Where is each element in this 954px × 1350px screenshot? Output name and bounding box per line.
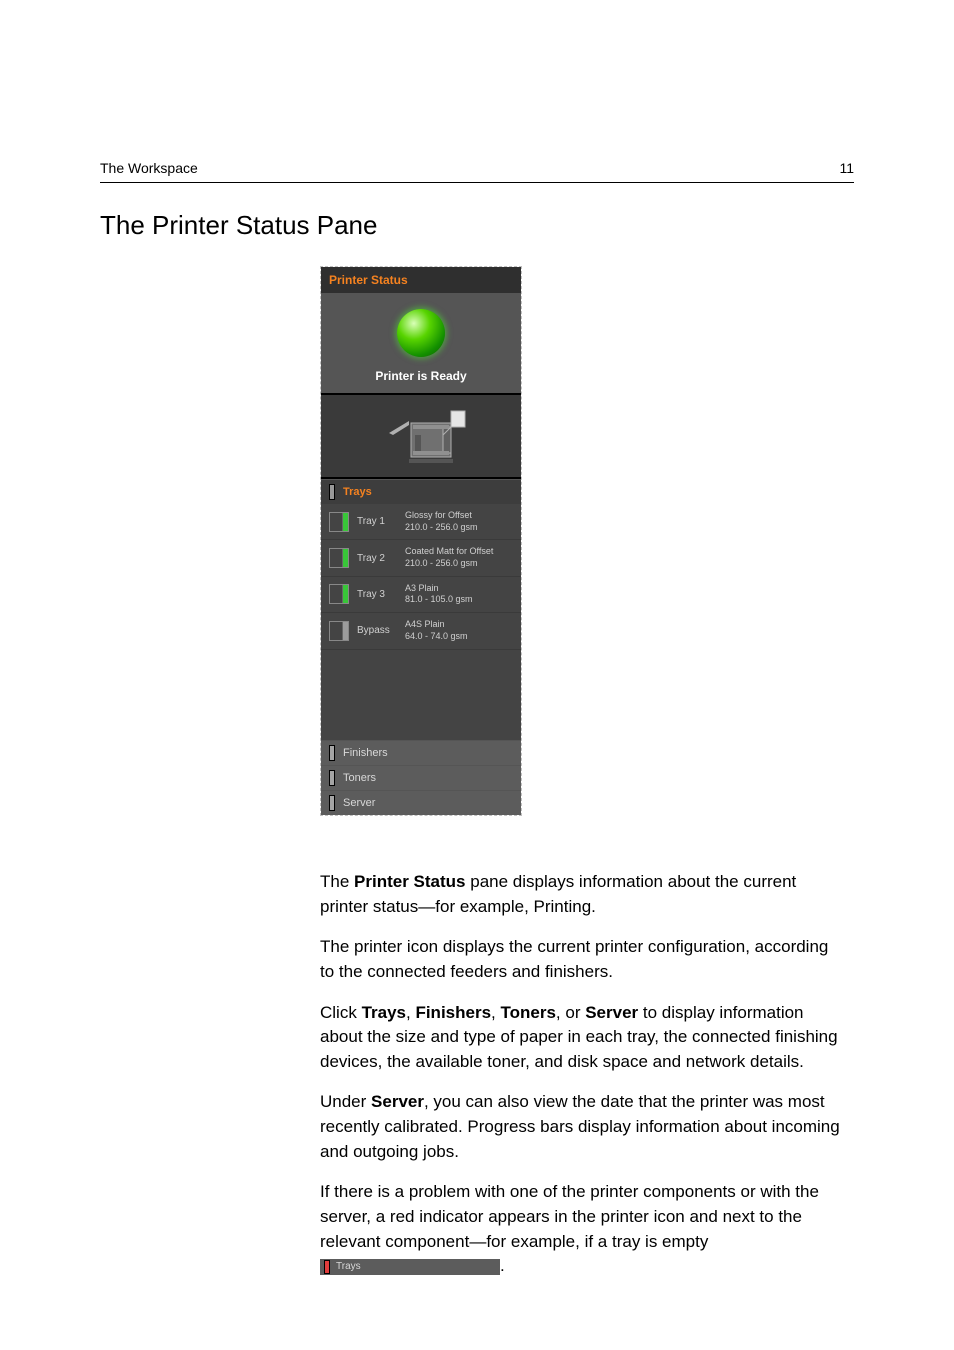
tray-name: Tray 3 [357,589,405,600]
paragraph: The printer icon displays the current pr… [320,935,844,984]
tray-desc: A3 Plain 81.0 - 105.0 gsm [405,583,513,606]
tab-toners[interactable]: Toners [321,765,521,790]
section-heading: The Printer Status Pane [100,210,377,241]
pane-title: Printer Status [321,267,521,293]
tab-indicator-icon [329,484,335,500]
body-text: The Printer Status pane displays informa… [320,870,844,1295]
tray-row[interactable]: Bypass A4S Plain 64.0 - 74.0 gsm [321,613,521,649]
tray-level-icon [329,548,349,568]
ui-term: Server [585,1003,638,1022]
tab-indicator-icon [329,795,335,811]
paragraph: Click Trays, Finishers, Toners, or Serve… [320,1001,844,1075]
tab-indicator-icon [329,745,335,761]
status-card: Printer is Ready [321,293,521,393]
tray-desc: Coated Matt for Offset 210.0 - 256.0 gsm [405,546,513,569]
tray-desc: Glossy for Offset 210.0 - 256.0 gsm [405,510,513,533]
status-text: Printer is Ready [375,369,466,383]
ui-term: Trays [362,1003,406,1022]
tray-desc: A4S Plain 64.0 - 74.0 gsm [405,619,513,642]
tab-finishers[interactable]: Finishers [321,740,521,765]
printer-status-pane: Printer Status Printer is Ready Trays [320,266,522,816]
tray-name: Tray 2 [357,553,405,564]
paragraph: Under Server, you can also view the date… [320,1090,844,1164]
tray-row[interactable]: Tray 3 A3 Plain 81.0 - 105.0 gsm [321,577,521,613]
tab-label: Server [343,797,375,809]
printer-config-icon [321,393,521,479]
printer-icon [373,405,469,467]
tray-level-icon [329,584,349,604]
paragraph: The Printer Status pane displays informa… [320,870,844,919]
tray-name: Bypass [357,625,405,636]
trays-chip-example: Trays [320,1259,500,1275]
ui-term: Finishers [415,1003,491,1022]
tray-row[interactable]: Tray 1 Glossy for Offset 210.0 - 256.0 g… [321,504,521,540]
paragraph: If there is a problem with one of the pr… [320,1180,844,1279]
tab-label: Finishers [343,747,388,759]
ui-term: Printer Status [354,872,465,891]
tray-level-icon [329,512,349,532]
tab-indicator-icon [329,770,335,786]
section-name: The Workspace [100,160,198,176]
tray-spacer [321,650,521,740]
tray-level-icon [329,621,349,641]
tab-trays[interactable]: Trays [321,479,521,504]
status-orb-icon [397,309,445,357]
tab-label: Trays [343,486,372,498]
page-number: 11 [839,160,854,176]
tab-label: Toners [343,772,376,784]
tray-row[interactable]: Tray 2 Coated Matt for Offset 210.0 - 25… [321,540,521,576]
ui-term: Toners [501,1003,556,1022]
tray-name: Tray 1 [357,516,405,527]
chip-label: Trays [336,1260,361,1275]
tray-list: Tray 1 Glossy for Offset 210.0 - 256.0 g… [321,504,521,740]
chip-indicator-icon [324,1260,330,1274]
running-header: The Workspace 11 [100,160,854,183]
ui-term: Server [371,1092,424,1111]
tab-server[interactable]: Server [321,790,521,815]
